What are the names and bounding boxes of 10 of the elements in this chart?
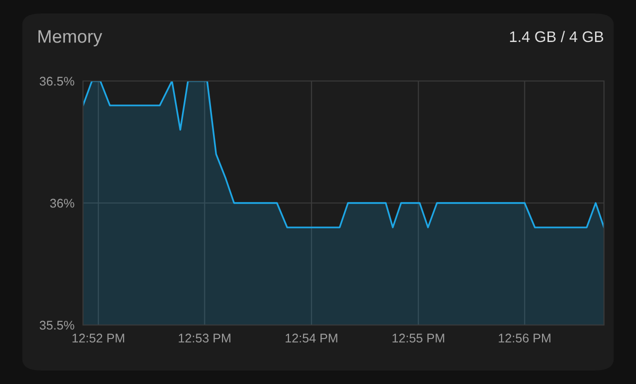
- chart-subtitle: 1.4 GB / 4 GB: [510, 30, 604, 42]
- y-tick-label: 36.5%: [40, 76, 74, 86]
- y-tick-label: 35.5%: [40, 320, 74, 330]
- x-tick-label: 12:56 PM: [498, 334, 550, 343]
- chart-title: Memory: [38, 30, 102, 46]
- x-tick-label: 12:52 PM: [72, 334, 124, 343]
- y-tick-label: 36%: [50, 198, 74, 208]
- x-tick-label: 12:55 PM: [392, 334, 444, 343]
- x-tick-label: 12:53 PM: [178, 334, 230, 343]
- x-tick-label: 12:54 PM: [286, 334, 338, 343]
